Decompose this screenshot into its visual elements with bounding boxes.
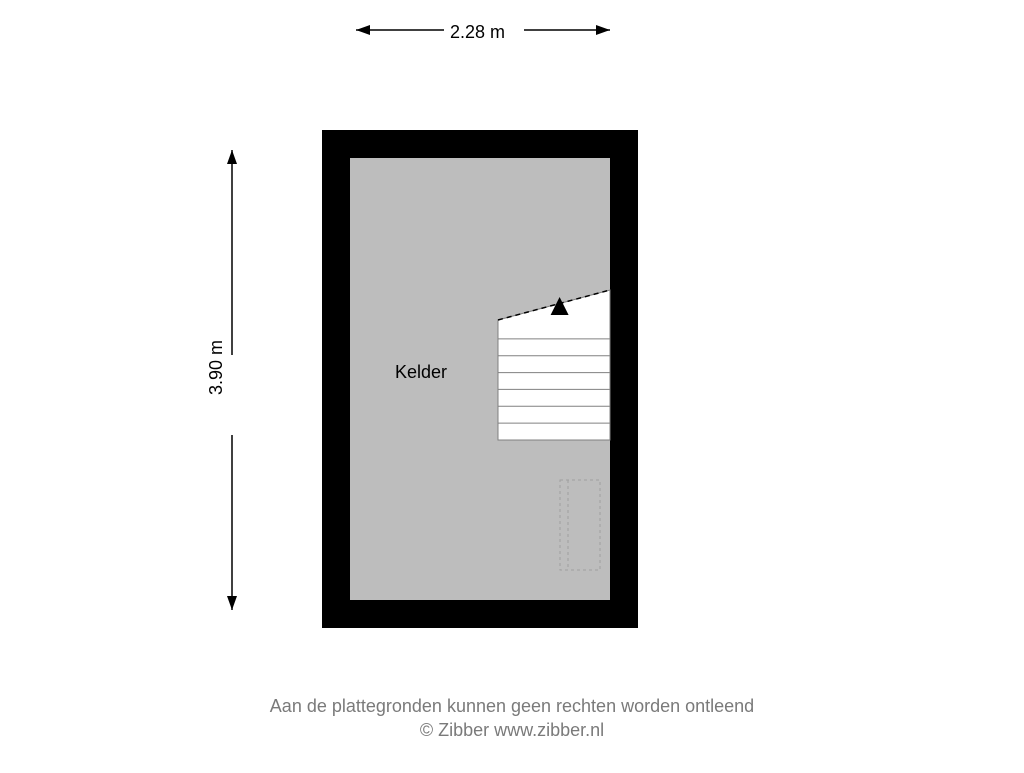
dimension-label-top: 2.28 m bbox=[450, 22, 505, 43]
footer-copyright: © Zibber www.zibber.nl bbox=[0, 720, 1024, 741]
room-label: Kelder bbox=[395, 362, 447, 383]
footer-disclaimer: Aan de plattegronden kunnen geen rechten… bbox=[0, 696, 1024, 717]
floorplan-svg bbox=[0, 0, 1024, 768]
dim-left-arrow-down-icon bbox=[227, 596, 237, 610]
dimension-label-left: 3.90 m bbox=[206, 340, 227, 395]
dim-top-arrow-right-icon bbox=[596, 25, 610, 35]
dim-left-arrow-up-icon bbox=[227, 150, 237, 164]
dim-top-arrow-left-icon bbox=[356, 25, 370, 35]
floorplan-canvas: Kelder 2.28 m 3.90 m Aan de plattegronde… bbox=[0, 0, 1024, 768]
